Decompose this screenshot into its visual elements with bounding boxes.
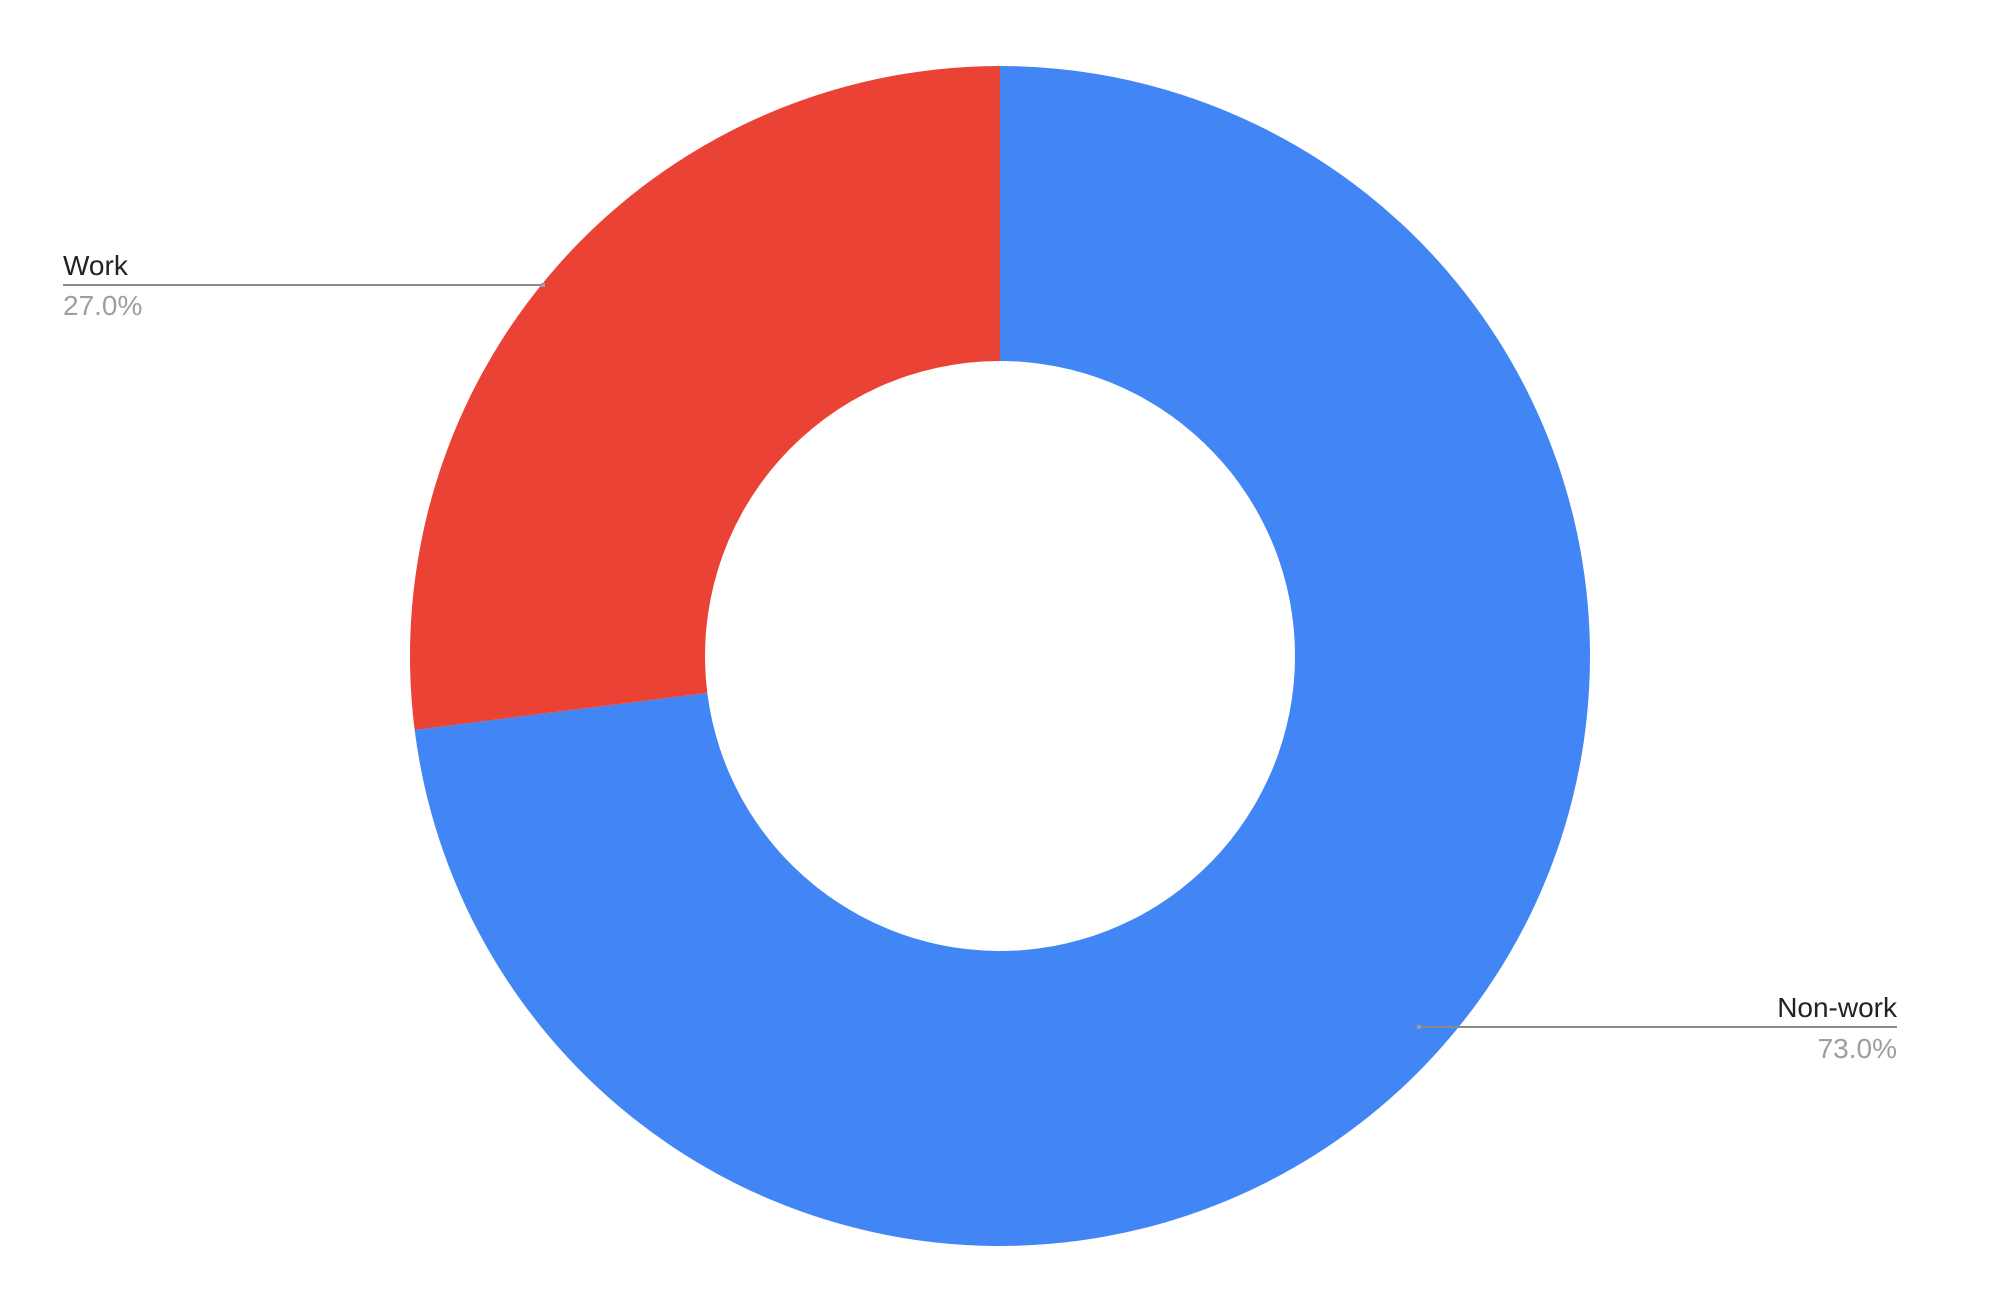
- percent-non-work: 73.0%: [1818, 1033, 1897, 1064]
- label-non-work: Non-work: [1777, 992, 1898, 1023]
- slice-non-work: [414, 66, 1590, 1246]
- slice-work: [409, 66, 1000, 730]
- leader-dot-work: [541, 283, 545, 287]
- label-work: Work: [63, 250, 129, 281]
- percent-work: 27.0%: [63, 290, 142, 321]
- leader-dot-non-work: [1417, 1025, 1421, 1029]
